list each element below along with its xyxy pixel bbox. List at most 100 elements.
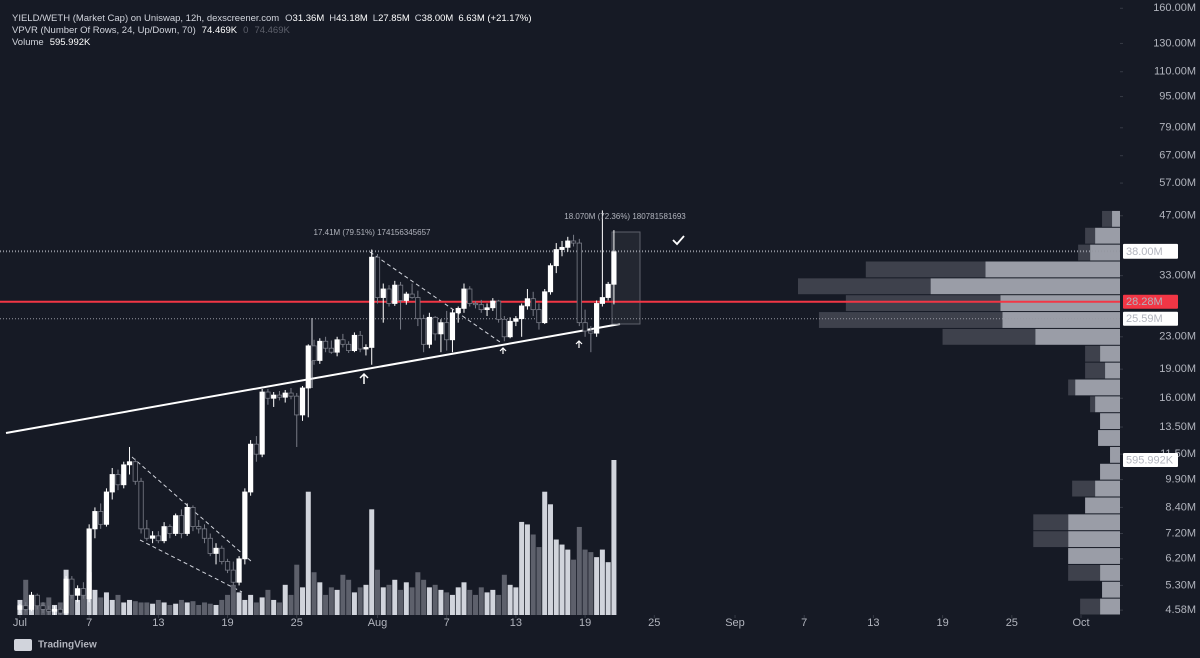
candle-body — [161, 526, 167, 542]
candle-body — [288, 392, 294, 397]
candle-body — [565, 240, 571, 248]
candle-body — [86, 528, 92, 600]
x-tick-label: 7 — [801, 617, 807, 629]
arrow — [499, 347, 507, 354]
volume-bar — [588, 552, 594, 615]
candle-body — [248, 443, 254, 493]
candle-body — [173, 515, 179, 534]
profile-up — [1100, 345, 1120, 362]
indicator-name: Volume — [12, 37, 44, 48]
profile-up — [1098, 430, 1120, 446]
candle-body — [513, 318, 519, 322]
volume-bar — [167, 604, 173, 615]
price-tag-bg — [1123, 311, 1178, 326]
volume-bar — [467, 589, 473, 615]
volume-bar — [403, 582, 409, 615]
volume-bar — [236, 592, 242, 615]
candle-body — [432, 316, 438, 335]
volume-bar — [398, 589, 404, 615]
candle-body — [374, 256, 381, 298]
x-tick-label: Sep — [725, 617, 745, 629]
x-tick-label: 19 — [936, 617, 948, 629]
checkmark — [672, 235, 685, 246]
volume-bar — [455, 587, 461, 615]
volume-bar — [173, 603, 179, 615]
annotation: 18.070M (72.36%) 180781581693 — [564, 212, 686, 221]
candle-body — [236, 558, 242, 583]
volume-bar — [542, 491, 548, 615]
volume-bar — [311, 572, 317, 615]
volume-bar — [155, 599, 161, 615]
volume-bar — [524, 524, 530, 615]
candle-body — [57, 608, 63, 614]
candle-body — [201, 528, 208, 539]
x-tick-label: 19 — [221, 617, 233, 629]
y-tick-label: 5.30M — [1165, 579, 1196, 591]
candle-body — [346, 343, 352, 351]
volume-bar — [92, 589, 98, 615]
watermark: TradingView — [38, 640, 97, 651]
profile-down — [865, 261, 986, 278]
profile-down — [1080, 598, 1101, 615]
profile-down — [1068, 564, 1101, 581]
profile-down — [798, 278, 931, 295]
y-tick-label: 79.00M — [1159, 122, 1196, 134]
volume-bar — [305, 491, 311, 615]
volume-bar — [478, 587, 484, 615]
volume-bar — [582, 549, 588, 615]
candle-body — [178, 515, 185, 534]
candle-body — [184, 506, 190, 534]
volume-bar — [576, 526, 582, 615]
legend-line: VPVR (Number Of Rows, 24, Up/Down, 70) 74… — [12, 25, 290, 36]
profile-up — [1095, 396, 1120, 413]
volume-bar — [374, 569, 380, 615]
volume-bar — [323, 594, 329, 615]
profile-up — [1090, 244, 1120, 261]
x-tick-label: 13 — [152, 617, 164, 629]
x-tick-label: 13 — [867, 617, 879, 629]
volume-bar — [530, 534, 536, 615]
candle-body — [121, 464, 127, 486]
volume-bar — [184, 602, 190, 615]
profile-up — [1095, 480, 1120, 497]
candle-body — [455, 307, 461, 314]
candle-body — [340, 339, 346, 345]
candle-body — [271, 394, 277, 399]
profile-down — [1102, 210, 1113, 227]
candle-body — [576, 242, 582, 324]
candle-body — [213, 547, 219, 554]
candle-body — [369, 256, 375, 348]
profile-up — [1000, 295, 1120, 312]
profile-up — [1068, 514, 1120, 531]
volume-bar — [98, 597, 104, 615]
volume-bar — [69, 587, 75, 615]
candle-body — [253, 443, 259, 455]
y-tick-label: 33.00M — [1159, 270, 1196, 282]
profile-down — [1068, 379, 1076, 396]
volume-bar — [248, 594, 254, 615]
x-tick-label: 25 — [291, 617, 303, 629]
candle-body — [69, 578, 75, 596]
profile-down — [1033, 514, 1069, 531]
candle-body — [467, 288, 473, 304]
volume-bar — [138, 602, 144, 615]
price-tag: 38.00M — [1126, 246, 1163, 258]
candle-body — [490, 300, 496, 309]
indicator-value: 595.992K — [50, 37, 91, 48]
profile-up — [1100, 413, 1120, 430]
candle-body — [126, 461, 133, 466]
candle-body — [17, 605, 23, 610]
candle-body — [98, 511, 104, 525]
volume-bar — [196, 604, 202, 615]
candle-body — [103, 491, 110, 525]
candle-body — [132, 461, 138, 482]
profile-up — [1095, 227, 1120, 244]
volume-bar — [594, 557, 600, 615]
x-tick-label: 25 — [648, 617, 660, 629]
candle-body — [542, 291, 548, 324]
volume-bar — [282, 584, 288, 615]
candle-body — [611, 251, 617, 285]
candle-body — [282, 392, 288, 398]
